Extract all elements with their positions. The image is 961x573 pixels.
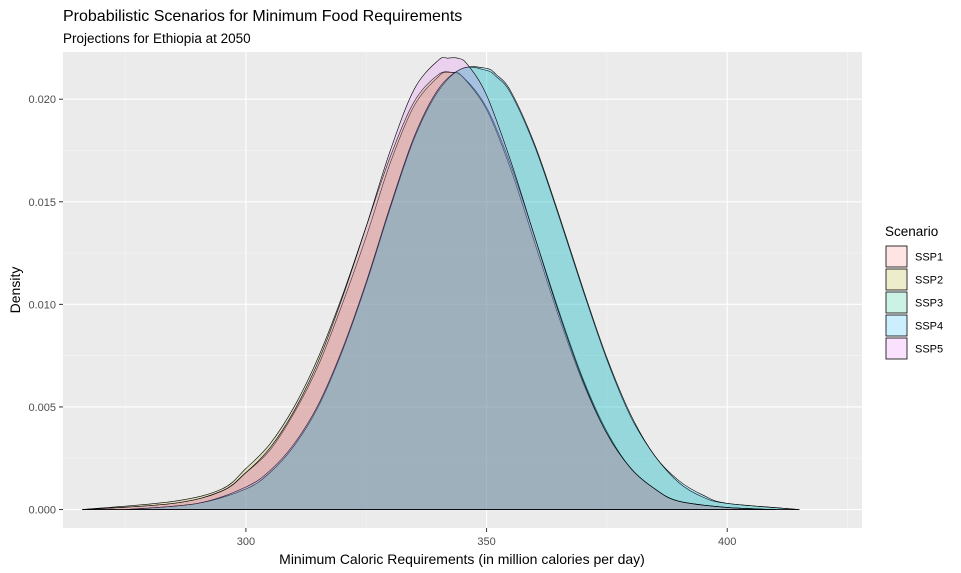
x-tick-label: 400	[718, 536, 736, 548]
legend-label-ssp2: SSP2	[915, 275, 943, 287]
x-tick-label: 300	[237, 536, 255, 548]
legend-swatch-ssp4	[885, 314, 908, 337]
legend-key-background	[885, 245, 908, 268]
density-area-ssp4	[125, 66, 800, 510]
legend: Scenario SSP1 SSP2 SSP3 SSP4 SSP5	[885, 224, 943, 360]
legend-label-ssp3: SSP3	[915, 298, 943, 310]
legend-key-background	[885, 291, 908, 314]
legend-key-background	[885, 337, 908, 360]
y-tick-label: 0.010	[28, 299, 56, 311]
density-area-ssp5	[82, 57, 776, 510]
y-tick-label: 0.005	[28, 402, 56, 414]
density-areas	[82, 57, 800, 510]
chart-title: Probabilistic Scenarios for Minimum Food…	[63, 8, 462, 25]
legend-items: SSP1 SSP2 SSP3 SSP4 SSP5	[885, 245, 943, 360]
y-tick-label: 0.000	[28, 505, 56, 517]
legend-swatch-ssp2	[885, 268, 908, 291]
legend-label-ssp5: SSP5	[915, 344, 943, 356]
y-axis: 0.000 0.005 0.010 0.015 0.020	[28, 94, 63, 517]
plot-panel	[63, 52, 862, 528]
legend-swatch-ssp1	[885, 245, 908, 268]
y-tick-label: 0.015	[28, 197, 56, 209]
x-axis: 300 350 400	[237, 528, 736, 548]
minor-gridlines	[63, 52, 862, 528]
legend-key-background	[885, 268, 908, 291]
legend-title: Scenario	[885, 224, 938, 239]
legend-key-background	[885, 314, 908, 337]
x-tick-label: 350	[477, 536, 495, 548]
legend-swatch-ssp3	[885, 291, 908, 314]
chart-subtitle: Projections for Ethiopia at 2050	[63, 31, 251, 46]
y-axis-title: Density	[7, 267, 23, 314]
x-axis-title: Minimum Caloric Requirements (in million…	[279, 551, 645, 567]
y-tick-label: 0.020	[28, 94, 56, 106]
legend-label-ssp4: SSP4	[915, 321, 943, 333]
legend-label-ssp1: SSP1	[915, 252, 943, 264]
legend-swatch-ssp5	[885, 337, 908, 360]
